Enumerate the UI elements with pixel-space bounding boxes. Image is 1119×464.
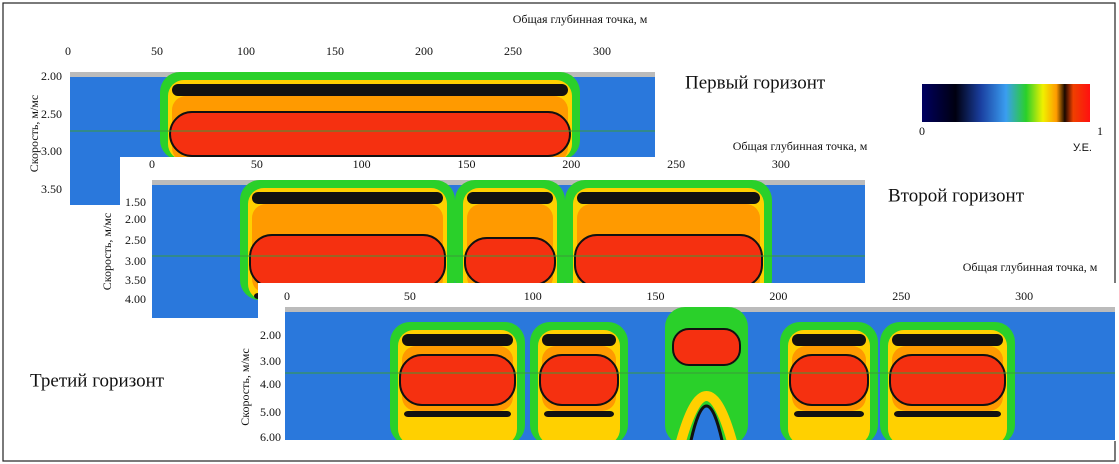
y-tick-label: 1.50 (125, 195, 146, 209)
heatmap-core (539, 354, 619, 406)
y-tick-label: 2.50 (41, 107, 62, 121)
x-tick-label: 250 (892, 289, 910, 303)
x-tick-label: 150 (647, 289, 665, 303)
heatmap-zone (794, 411, 864, 417)
heatmap-zone (467, 192, 553, 204)
heatmap-zone (402, 334, 513, 346)
x-tick-label: 100 (353, 157, 371, 171)
y-tick-label: 2.00 (260, 328, 281, 342)
x-tick-label: 100 (237, 44, 255, 58)
y-tick-label: 2.50 (125, 233, 146, 247)
heatmap-core (789, 354, 869, 406)
y-tick-label: 4.00 (260, 377, 281, 391)
heatmap-arch (689, 404, 724, 440)
x-tick-label: 150 (457, 157, 475, 171)
x-tick-label: 100 (524, 289, 542, 303)
colorbar (922, 84, 1090, 122)
x-tick-label: 0 (65, 44, 71, 58)
x-tick-label: 200 (769, 289, 787, 303)
y-tick-label: 6.00 (260, 430, 281, 444)
panel: Общая глубинная точка, м 0 50 100 150 200 250 3… (30, 260, 1118, 444)
horizon-label: Второй горизонт (888, 185, 1025, 206)
x-tick-label: 50 (404, 289, 416, 303)
y-axis-title: Скорость, м/мс (27, 95, 41, 172)
heatmap-core (399, 354, 516, 406)
y-tick-label: 3.50 (125, 273, 146, 287)
heatmap-zone (894, 411, 1001, 417)
heatmap-core (574, 234, 763, 288)
heatmap-core (464, 237, 556, 286)
y-tick-label: 2.00 (41, 69, 62, 83)
x-tick-label: 50 (151, 44, 163, 58)
heatmap-core (169, 111, 571, 157)
heatmap-zone (252, 192, 443, 204)
x-tick-label: 250 (667, 157, 685, 171)
x-tick-label: 300 (1015, 289, 1033, 303)
heatmap-zone (577, 192, 760, 204)
y-tick-label: 3.50 (41, 182, 62, 196)
colorbar-max: 1 (1097, 124, 1103, 138)
x-axis-title: Общая глубинная точка, м (733, 139, 868, 153)
heatmap-core (889, 354, 1006, 406)
heatmap-zone (172, 84, 568, 96)
horizon-label: Третий горизонт (30, 370, 165, 391)
x-tick-label: 0 (149, 157, 155, 171)
y-axis-title: Скорость, м/мс (238, 348, 252, 425)
x-axis-title: Общая глубинная точка, м (513, 12, 648, 26)
heatmap-zone (792, 334, 866, 346)
horizon-label: Первый горизонт (685, 72, 826, 93)
y-tick-label: 4.00 (125, 292, 146, 306)
x-tick-label: 50 (251, 157, 263, 171)
y-tick-label: 5.00 (260, 405, 281, 419)
heatmap-core (672, 328, 741, 366)
heatmap-arch (676, 391, 737, 440)
y-tick-label: 3.00 (260, 354, 281, 368)
y-tick-label: 3.00 (41, 144, 62, 158)
x-axis-title: Общая глубинная точка, м (963, 260, 1098, 274)
heatmap-zone (892, 334, 1003, 346)
heatmap-core (249, 234, 446, 288)
heatmap (285, 307, 1115, 440)
heatmap-zone (404, 411, 511, 417)
y-tick-label: 3.00 (125, 254, 146, 268)
x-tick-label: 200 (562, 157, 580, 171)
x-tick-label: 250 (504, 44, 522, 58)
y-tick-label: 2.00 (125, 212, 146, 226)
heatmap-zone (544, 411, 614, 417)
x-tick-label: 300 (772, 157, 790, 171)
y-axis-title: Скорость, м/мс (100, 213, 114, 290)
colorbar-min: 0 (919, 124, 925, 138)
x-tick-label: 0 (284, 289, 290, 303)
colorbar-unit: У.Е. (1073, 142, 1092, 154)
x-tick-label: 300 (593, 44, 611, 58)
x-tick-label: 150 (326, 44, 344, 58)
heatmap-zone (542, 334, 616, 346)
x-tick-label: 200 (415, 44, 433, 58)
